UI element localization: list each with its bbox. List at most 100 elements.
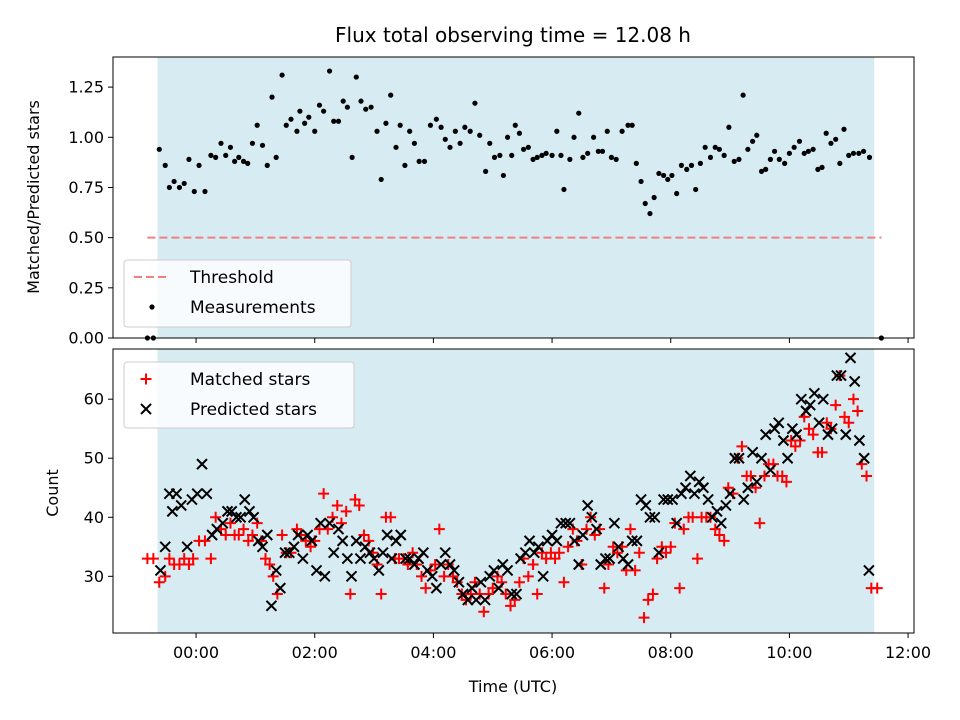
predicted-star-point <box>586 511 598 523</box>
top-chart-title: Flux total observing time = 12.08 h <box>335 23 691 47</box>
predicted-star-point <box>711 505 723 518</box>
matched-star-point <box>318 488 330 500</box>
measurement-point <box>447 144 453 150</box>
measurement-point <box>721 152 727 158</box>
predicted-star-point <box>795 393 807 405</box>
predicted-star-point <box>368 552 380 565</box>
predicted-star-point <box>746 446 759 459</box>
matched-star-point <box>246 529 258 541</box>
measurement-point <box>580 154 586 160</box>
measurement-point <box>819 164 825 170</box>
matched-star-point <box>187 553 199 565</box>
measurement-point <box>591 134 597 140</box>
predicted-star-point <box>568 535 581 547</box>
measurement-point <box>442 136 448 142</box>
predicted-star-point <box>738 493 750 506</box>
predicted-star-point <box>444 558 456 571</box>
measurement-point <box>457 140 463 146</box>
matched-star-point <box>242 535 254 547</box>
measurement-point <box>571 134 577 140</box>
measurement-point <box>740 92 746 98</box>
predicted-star-point <box>221 505 234 518</box>
predicted-star-point <box>657 493 670 506</box>
predicted-star-point <box>693 476 705 488</box>
predicted-star-point <box>377 546 389 559</box>
measurement-point <box>866 154 873 160</box>
matched-star-point <box>852 405 864 417</box>
legend-measurements-swatch <box>149 304 155 310</box>
predicted-star-point <box>612 541 625 553</box>
bottom-y-tick-label: 30 <box>84 567 104 586</box>
measurement-point <box>249 140 256 146</box>
matched-star-point <box>238 523 250 535</box>
predicted-star-point <box>777 434 790 447</box>
measurement-point <box>860 148 867 154</box>
predicted-star-point <box>301 529 314 541</box>
measurement-point <box>702 144 708 150</box>
legend-matched-swatch <box>140 373 152 385</box>
measurement-point <box>525 144 531 150</box>
predicted-star-point <box>328 546 340 559</box>
measurement-point <box>166 184 172 191</box>
measurement-point <box>368 104 374 110</box>
top-axes-frame <box>112 56 915 339</box>
predicted-star-point <box>279 546 291 559</box>
bottom-x-tick-label: 04:00 <box>410 643 456 662</box>
bottom-y-tick-label: 60 <box>84 390 104 409</box>
matched-star-point <box>276 529 288 541</box>
measurement-point <box>567 156 573 162</box>
predicted-star-point <box>822 428 834 441</box>
predicted-star-point <box>196 458 208 470</box>
top-legend: Threshold Measurements <box>123 259 352 328</box>
matched-star-point <box>598 582 610 594</box>
predicted-star-point <box>175 499 187 512</box>
matched-star-point <box>713 529 725 541</box>
matched-star-point <box>830 399 842 411</box>
top-panel: 0.00 0.25 0.50 0.75 1.00 1.25 Threshold Measure… <box>68 56 915 348</box>
measurement-point <box>156 146 162 152</box>
predicted-star-point <box>354 552 367 565</box>
matched-star-point <box>531 588 543 600</box>
predicted-star-point <box>523 535 536 547</box>
predicted-star-point <box>826 423 838 435</box>
predicted-star-point <box>234 511 247 523</box>
measurement-point <box>750 138 756 144</box>
predicted-star-point <box>560 517 572 529</box>
matched-star-point <box>210 511 222 523</box>
measurement-point <box>378 176 384 183</box>
predicted-star-point <box>492 582 505 594</box>
predicted-star-point <box>603 552 616 565</box>
matched-star-point <box>344 588 356 600</box>
measurement-point <box>665 176 671 183</box>
measurement-point <box>754 132 760 138</box>
measurement-point <box>335 118 342 124</box>
measurement-point <box>500 172 507 179</box>
measurement-point <box>196 162 202 168</box>
predicted-star-point <box>417 546 430 559</box>
predicted-star-point <box>670 517 683 529</box>
bottom-y-tick-label: 50 <box>84 449 104 468</box>
measurement-point <box>613 156 619 162</box>
predicted-star-point <box>684 470 697 482</box>
matched-star-point <box>647 588 659 600</box>
measurement-point <box>833 136 839 142</box>
matched-star-point <box>522 570 534 582</box>
predicted-star-point <box>581 499 594 512</box>
legend-measurements-label: Measurements <box>190 298 316 318</box>
measurement-point <box>786 150 793 156</box>
measurement-point <box>171 178 177 185</box>
matched-star-point <box>642 594 654 606</box>
predicted-star-point <box>191 487 203 500</box>
measurement-point <box>407 128 413 134</box>
predicted-star-point <box>831 369 843 382</box>
measurement-point <box>782 160 788 166</box>
predicted-star-point <box>781 452 794 464</box>
predicted-star-point <box>243 505 256 518</box>
predicted-star-point <box>181 541 193 553</box>
measurement-point <box>763 166 769 172</box>
top-y-tick-label: 0.75 <box>68 178 104 197</box>
predicted-star-point <box>475 576 487 588</box>
legend-predicted-label: Predicted stars <box>190 400 317 420</box>
measurement-point <box>312 128 318 134</box>
